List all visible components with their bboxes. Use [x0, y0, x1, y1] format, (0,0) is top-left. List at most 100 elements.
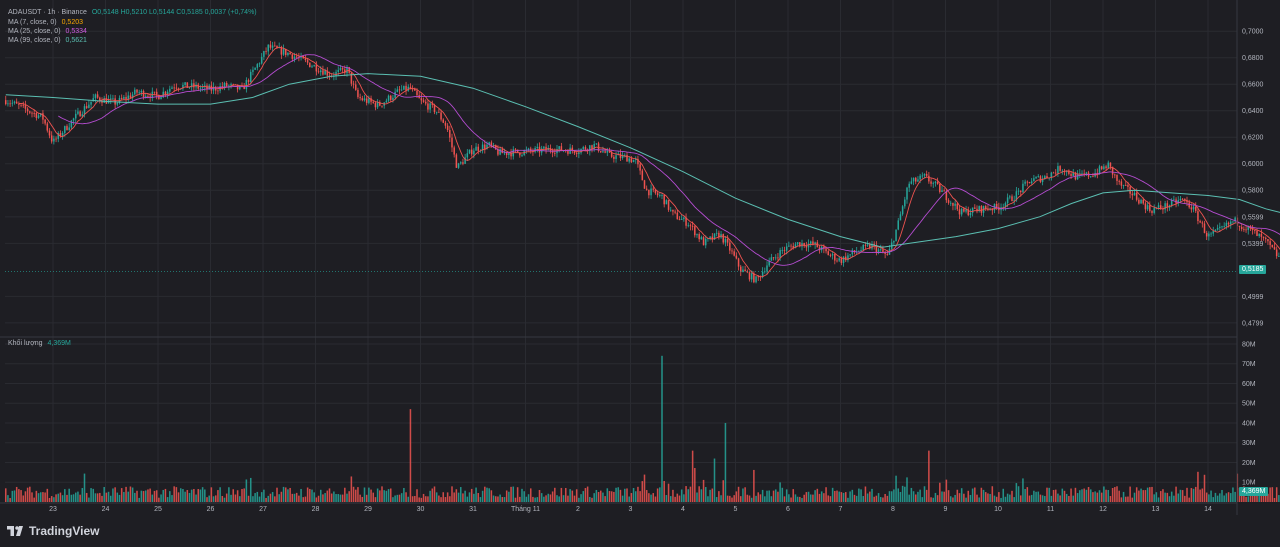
candle-body	[947, 200, 950, 203]
volume-bar	[475, 487, 477, 502]
candle-body	[1271, 244, 1274, 248]
volume-bar	[606, 488, 609, 502]
candle-body	[667, 200, 670, 210]
candle-body	[1219, 226, 1221, 228]
legend-ma99[interactable]: MA (99, close, 0) 0,5621	[8, 36, 90, 45]
candle-body	[591, 145, 593, 150]
volume-bar	[1275, 487, 1278, 502]
candle-body	[381, 105, 383, 107]
candle-body	[486, 144, 488, 149]
volume-bar	[809, 494, 812, 502]
volume-bar	[379, 490, 381, 502]
ma7-value: 0,5203	[61, 19, 84, 26]
volume-bar	[291, 493, 294, 502]
candle-body	[1173, 199, 1175, 201]
candle-body	[1275, 249, 1278, 257]
ohlc-values: O0,5148 H0,5210 L0,5144 C0,5185 0,0037 (…	[91, 9, 257, 16]
candle-body	[1186, 200, 1188, 203]
volume-bar	[569, 489, 571, 502]
candle-body	[85, 106, 88, 108]
volume-bar	[954, 494, 956, 502]
candle-body	[147, 96, 149, 97]
volume-bar	[155, 490, 158, 502]
volume-bar	[348, 491, 350, 502]
candle-body	[359, 97, 361, 99]
volume-bar	[64, 489, 66, 502]
volume-bar	[4, 488, 7, 502]
candle-body	[306, 60, 309, 63]
volume-bar	[190, 489, 193, 502]
volume-bar	[549, 494, 552, 502]
volume-bar	[18, 489, 20, 502]
volume-bar	[486, 487, 488, 502]
candle-body	[1212, 231, 1215, 234]
volume-bar	[306, 487, 309, 502]
candle-body	[492, 144, 495, 146]
volume-bar	[982, 489, 985, 502]
legend-ma25[interactable]: MA (25, close, 0) 0,5334	[8, 27, 90, 36]
volume-bar	[1151, 486, 1153, 502]
volume-bar	[484, 486, 486, 502]
volume-bar	[656, 488, 659, 502]
volume-bar	[326, 490, 329, 502]
candle-body	[510, 153, 512, 157]
candle-body	[1011, 196, 1013, 202]
candle-body	[477, 146, 480, 151]
volume-bar	[53, 497, 55, 502]
candle-body	[875, 245, 878, 253]
volume-bar	[293, 493, 296, 502]
volume-bar	[193, 488, 195, 502]
candle-body	[1194, 206, 1197, 212]
candle-body	[599, 151, 602, 153]
volume-bar	[1216, 495, 1219, 502]
volume-bar	[626, 488, 628, 502]
volume-bar	[258, 496, 261, 502]
candle-body	[1035, 177, 1037, 179]
volume-bar	[346, 493, 348, 502]
volume-bar	[538, 490, 541, 502]
volume-bar	[1177, 493, 1180, 502]
candle-body	[731, 250, 733, 252]
volume-bar	[947, 490, 950, 502]
volume-bar	[733, 495, 735, 502]
candle-body	[1205, 232, 1208, 237]
candle-body	[1149, 205, 1151, 212]
candle-body	[90, 101, 92, 105]
volume-bar	[888, 491, 891, 502]
volume-bar	[1079, 490, 1081, 502]
candle-body	[123, 96, 125, 99]
candle-body	[473, 150, 475, 155]
candle-body	[120, 97, 123, 99]
volume-bar	[1188, 497, 1190, 502]
volume-bar	[333, 491, 335, 502]
volume-bar	[543, 496, 545, 502]
volume-bar	[142, 491, 145, 502]
volume-bar	[11, 490, 14, 502]
candle-body	[304, 58, 307, 61]
candle-body	[949, 202, 952, 204]
candle-body	[1159, 205, 1162, 209]
ma99-label: MA (99, close, 0)	[8, 37, 61, 44]
candle-body	[254, 67, 256, 70]
price-tick-label: 0,6200	[1242, 135, 1264, 142]
legend-volume[interactable]: Khối lượng 4,369M	[8, 339, 74, 348]
candle-body	[1247, 226, 1250, 230]
candle-body	[387, 95, 390, 101]
candle-body	[442, 119, 445, 123]
volume-bar	[814, 490, 816, 502]
volume-bar	[230, 494, 232, 502]
tradingview-brand[interactable]: TradingView	[7, 524, 99, 538]
candle-body	[1146, 205, 1149, 210]
volume-bar	[722, 480, 725, 502]
volume-bar	[479, 497, 482, 502]
candle-body	[825, 248, 827, 252]
candle-body	[1157, 205, 1160, 208]
legend-ma7[interactable]: MA (7, close, 0) 0,5203	[8, 18, 86, 27]
candle-body	[389, 95, 392, 100]
volume-bar	[641, 481, 644, 502]
ma25-label: MA (25, close, 0)	[8, 28, 61, 35]
candle-body	[722, 233, 725, 243]
candle-body	[400, 89, 403, 91]
volume-bar	[451, 486, 453, 502]
